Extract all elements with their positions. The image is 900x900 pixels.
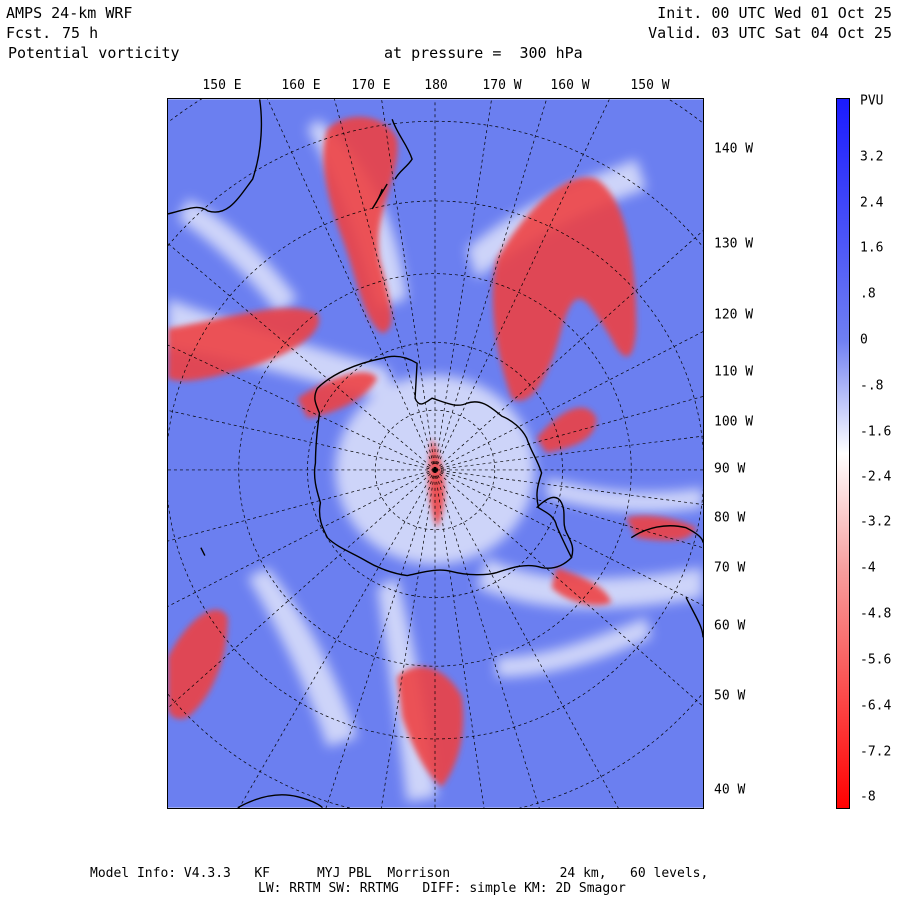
meridian-label: 120 W [714, 307, 754, 323]
lon-label: 170 W [482, 78, 522, 93]
meridian-label: 140 W [714, 141, 754, 157]
meridian-label: 100 W [714, 414, 754, 430]
colorbar-tick: -1.6 [860, 424, 892, 440]
island [200, 547, 206, 556]
colorbar-tick: -6.4 [860, 698, 892, 714]
model-info-line2: LW: RRTM SW: RRTMG DIFF: simple KM: 2D S… [258, 881, 626, 896]
new-zealand-north [391, 119, 413, 180]
potential-vorticity-map [167, 98, 704, 809]
meridian-label: 60 W [714, 618, 746, 634]
colorbar-tick: -5.6 [860, 652, 892, 668]
meridian-lines [168, 99, 703, 808]
colorbar-tick: -4 [860, 560, 876, 576]
field-name: Potential vorticity [8, 44, 180, 62]
colorbar-tick: -4.8 [860, 606, 892, 622]
lon-label: 150 E [202, 78, 242, 93]
colorbar-tick: -8 [860, 789, 876, 805]
lon-label: 160 W [550, 78, 590, 93]
south-america-coast [630, 525, 703, 543]
lon-label: 180 [424, 78, 448, 93]
meridian-label: 50 W [714, 688, 746, 704]
meridian-label: 110 W [714, 364, 754, 380]
lon-label: 170 E [351, 78, 391, 93]
colorbar-tick: -2.4 [860, 469, 892, 485]
model-title: AMPS 24-km WRF [6, 4, 133, 22]
meridian-label: 70 W [714, 560, 746, 576]
lon-label: 160 E [281, 78, 321, 93]
meridian-label: 130 W [714, 236, 754, 252]
meridian-label: 80 W [714, 510, 746, 526]
colorbar-tick: 2.4 [860, 195, 884, 211]
forecast-hours: 75 h [62, 24, 99, 42]
colorbar-tick: 3.2 [860, 149, 884, 165]
colorbar-tick: -7.2 [860, 744, 892, 760]
colorbar-tick: .8 [860, 286, 876, 302]
pvu-colorbar [836, 98, 850, 809]
colorbar-tick: 1.6 [860, 240, 884, 256]
colorbar-tick: 0 [860, 332, 868, 348]
init-time: Init. 00 UTC Wed 01 Oct 25 [657, 4, 892, 22]
lon-label: 150 W [630, 78, 670, 93]
colorbar-tick: -3.2 [860, 514, 892, 530]
coastlines [168, 99, 703, 808]
antarctica-bottom-coast [237, 794, 323, 808]
meridian-label: 40 W [714, 782, 746, 798]
colorbar-unit: PVU [860, 93, 884, 109]
colorbar-tick: -.8 [860, 378, 884, 394]
new-zealand-south [371, 183, 388, 210]
south-america-tip [685, 597, 703, 638]
valid-time: Valid. 03 UTC Sat 04 Oct 25 [648, 24, 892, 42]
meridian-label: 90 W [714, 461, 746, 477]
forecast-label: Fcst. [6, 24, 52, 42]
australia-coast [168, 99, 263, 215]
pressure-level: at pressure = 300 hPa [384, 44, 583, 62]
antarctic-peninsula [536, 496, 574, 558]
model-info-line1: Model Info: V4.3.3 KF MYJ PBL Morrison 2… [90, 866, 709, 881]
